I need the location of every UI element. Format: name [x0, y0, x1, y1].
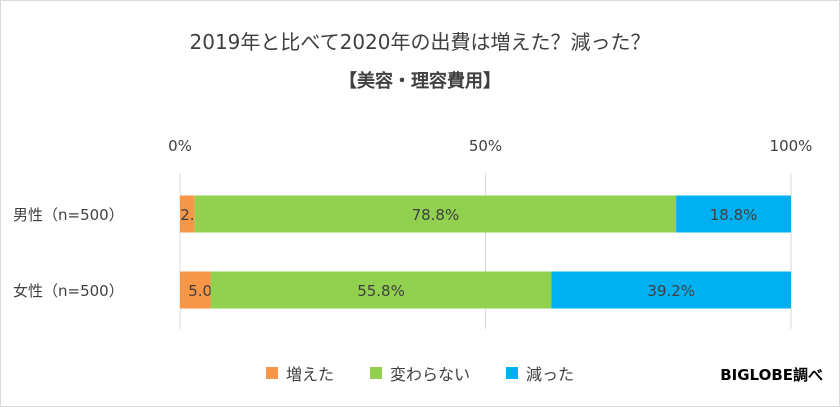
source-note: BIGLOBE調べ: [720, 366, 823, 384]
legend-item-increase: 増えた: [265, 361, 334, 385]
x-tick-label: 0%: [168, 137, 192, 155]
bar-segment: [551, 271, 791, 309]
x-tick-label: 100%: [770, 137, 813, 155]
bar-segment: [180, 195, 195, 233]
data-label: 39.2%: [647, 282, 695, 300]
bar-segment: [210, 271, 552, 309]
data-label: 18.8%: [710, 206, 758, 224]
legend-swatch-increase: [265, 367, 278, 379]
legend-item-decrease: 減った: [506, 361, 574, 385]
legend-item-unchanged: 変わらない: [369, 361, 470, 385]
category-label: 男性（n=500）: [13, 206, 124, 224]
bar-segment: [194, 195, 677, 233]
data-label: 55.8%: [357, 282, 405, 300]
chart-subtitle: 【美容・理容費用】: [339, 71, 501, 92]
data-label: 78.8%: [412, 206, 460, 224]
bar-segment: [180, 271, 211, 309]
legend-label-decrease: 減った: [526, 365, 575, 384]
legend-swatch-unchanged: [369, 367, 382, 379]
category-label: 女性（n=500）: [13, 282, 124, 300]
legend-label-increase: 増えた: [285, 365, 334, 384]
legend-label-unchanged: 変わらない: [389, 365, 470, 384]
x-tick-label: 50%: [469, 137, 502, 155]
chart-title: 2019年と比べて2020年の出費は増えた？減った？: [189, 30, 651, 54]
chart-legend: 増えた 変わらない 減った: [1, 361, 839, 385]
bar-segment: [676, 195, 791, 233]
legend-swatch-decrease: [506, 367, 518, 379]
